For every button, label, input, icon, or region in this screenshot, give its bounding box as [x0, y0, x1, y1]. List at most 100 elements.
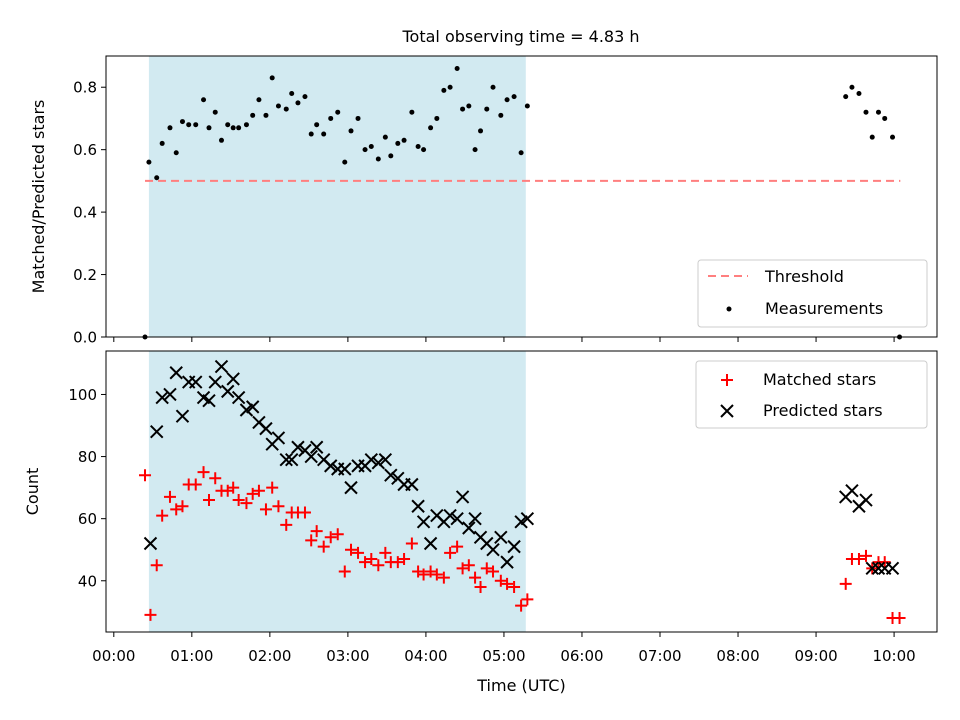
predicted-star-point — [202, 393, 216, 408]
matched-star-point — [451, 540, 464, 553]
measurement-point — [843, 94, 849, 100]
measurement-point — [250, 112, 256, 118]
matched-star-point — [352, 546, 365, 559]
y-tick-label: 0.2 — [73, 266, 97, 284]
measurement-point — [498, 112, 504, 118]
measurement-point — [869, 134, 875, 140]
measurement-point — [201, 97, 207, 103]
measurement-point — [263, 112, 269, 118]
measurement-point — [243, 122, 249, 128]
matched-star-point — [176, 500, 189, 513]
matched-star-point — [280, 518, 293, 531]
predicted-star-point — [859, 493, 873, 507]
legend-predicted-swatch — [720, 404, 734, 418]
y-tick-label: 60 — [78, 510, 97, 528]
predicted-star-point — [405, 477, 419, 492]
measurement-point — [504, 97, 510, 103]
predicted-star-point — [371, 456, 386, 470]
measurement-point — [167, 125, 173, 131]
x-tick-label: 00:00 — [92, 647, 135, 665]
observing-window-shade — [148, 56, 526, 337]
measurement-point — [193, 122, 199, 128]
measurement-point — [524, 103, 530, 109]
x-tick-label: 03:00 — [326, 647, 369, 665]
matched-star-point — [839, 577, 852, 590]
y-tick-label: 100 — [68, 386, 97, 404]
measurement-point — [308, 131, 314, 137]
predicted-star-point — [259, 421, 273, 436]
matched-star-point — [189, 478, 202, 491]
y-tick-label: 0.8 — [73, 79, 97, 97]
chart-title: Total observing time = 4.83 h — [401, 27, 639, 46]
top-legend: Threshold Measurements — [697, 259, 928, 328]
predicted-star-point — [384, 468, 398, 482]
x-tick-label: 09:00 — [794, 647, 837, 665]
matched-star-point — [878, 556, 891, 569]
predicted-star-point — [150, 425, 164, 439]
predicted-star-point — [455, 490, 470, 504]
predicted-star-point — [885, 561, 900, 576]
matched-star-point — [417, 568, 430, 581]
measurement-point — [434, 115, 440, 121]
matched-star-point — [266, 481, 279, 494]
measurement-point — [447, 84, 453, 90]
matched-star-point — [331, 528, 344, 541]
legend-matched-label: Matched stars — [763, 370, 876, 389]
legend-measurements-label: Measurements — [765, 299, 883, 318]
measurement-point — [428, 125, 434, 131]
matched-star-point — [515, 599, 528, 612]
measurement-point — [146, 159, 152, 165]
measurement-point — [395, 140, 401, 146]
predicted-star-point — [507, 539, 521, 554]
matched-star-point — [163, 490, 176, 503]
x-tick-label: 02:00 — [248, 647, 291, 665]
bottom-y-axis-ticks: 40 60 80 100 — [68, 386, 106, 590]
y-tick-label: 0.4 — [73, 204, 97, 222]
bottom-plot-frame — [105, 350, 938, 633]
matched-star-point — [246, 487, 259, 500]
predicted-star-point — [163, 387, 177, 402]
predicted-star-point — [284, 452, 299, 467]
measurement-point — [415, 144, 421, 150]
x-tick-label: 06:00 — [560, 647, 603, 665]
measurement-point — [388, 153, 394, 159]
measurement-point — [454, 65, 460, 71]
predicted-star-point — [324, 459, 338, 473]
x-tick-label: 07:00 — [638, 647, 681, 665]
measurement-point — [856, 90, 862, 96]
matched-star-point — [494, 574, 507, 587]
measurement-point — [518, 150, 524, 156]
measurement-point — [283, 106, 289, 112]
measurement-point — [348, 128, 354, 134]
matched-star-point — [852, 553, 865, 566]
bottom-legend: Matched stars Predicted stars — [695, 360, 928, 429]
y-tick-label: 40 — [78, 572, 97, 590]
matched-star-point — [405, 537, 418, 550]
predicted-star-point — [304, 449, 318, 464]
predicted-star-point — [468, 511, 482, 526]
measurement-point — [173, 150, 179, 156]
predicted-star-point — [221, 384, 235, 399]
matched-star-point — [156, 509, 169, 522]
predicted-star-point — [871, 561, 886, 576]
predicted-star-point — [214, 359, 229, 374]
measurement-point — [302, 94, 308, 100]
matched-star-point — [305, 534, 318, 547]
measurement-point — [328, 115, 334, 121]
predicted-star-point — [865, 561, 879, 576]
matched-star-point — [272, 500, 285, 513]
matched-star-point — [437, 571, 450, 584]
matched-star-point — [462, 559, 475, 572]
measurement-point — [342, 159, 348, 165]
predicted-star-point — [462, 521, 476, 535]
predicted-star-point — [416, 515, 431, 529]
matched-star-point — [480, 562, 493, 575]
matched-star-point — [209, 472, 222, 485]
predicted-star-point — [231, 390, 246, 405]
predicted-star-point — [279, 452, 293, 467]
measurement-point — [269, 75, 275, 81]
measurement-point — [236, 125, 242, 131]
y-tick-label: 0.0 — [73, 329, 97, 347]
measurement-point — [321, 131, 327, 137]
measurement-point — [490, 84, 496, 90]
